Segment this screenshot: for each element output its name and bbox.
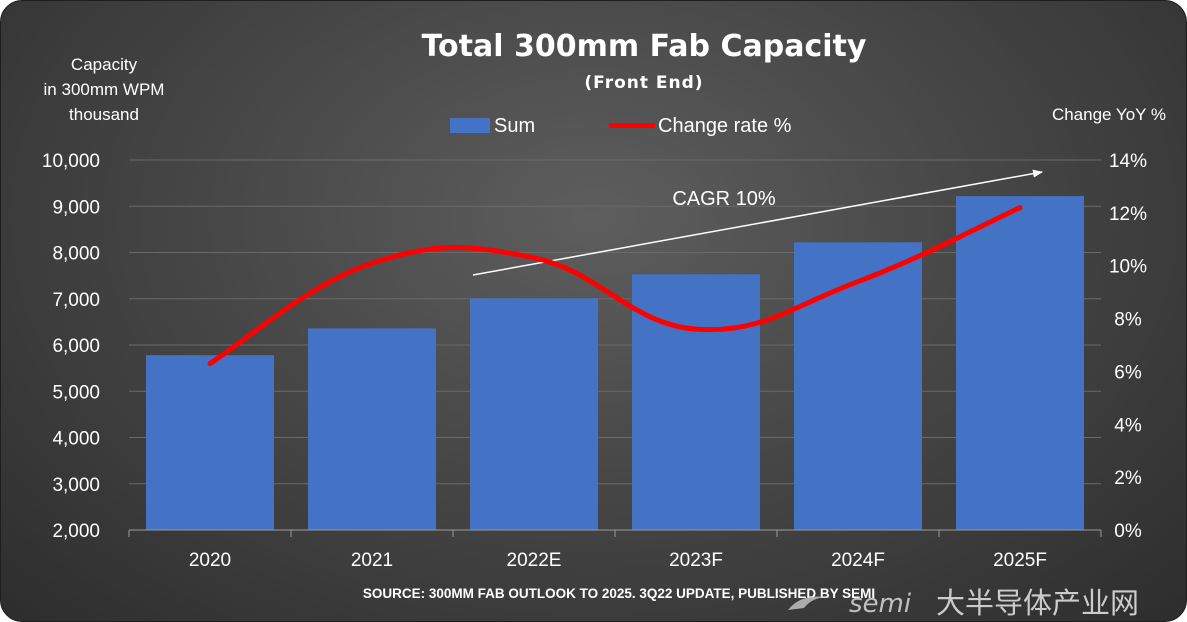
- bar: [632, 274, 760, 530]
- bar: [146, 355, 274, 530]
- bars: [146, 196, 1084, 530]
- y-axis-right-label: Change YoY %: [1052, 105, 1166, 124]
- y-tick-right-label: 8%: [1114, 310, 1142, 331]
- source-note: SOURCE: 300MM FAB OUTLOOK TO 2025. 3Q22 …: [363, 586, 875, 601]
- axes: 2,000 3,000 4,000 5,000 6,000 7,000 8,000 9,000…: [42, 151, 1147, 571]
- y-tick-left-label: 4,000: [52, 429, 100, 450]
- cagr-annotation: CAGR 10%: [672, 188, 776, 210]
- x-tick-label: 2025F: [993, 550, 1047, 571]
- y-tick-left-label: 5,000: [52, 382, 100, 403]
- y-axis-left-label-line1: Capacity: [71, 55, 138, 74]
- y-tick-right-label: 4%: [1114, 415, 1142, 436]
- legend-swatch-sum: [450, 118, 490, 133]
- y-axis-left-label-line3: thousand: [69, 105, 139, 124]
- y-tick-left-label: 8,000: [52, 244, 100, 265]
- chart-title: Total 300mm Fab Capacity: [422, 29, 867, 64]
- bar: [794, 242, 922, 530]
- y-tick-right-label: 2%: [1114, 468, 1142, 489]
- x-tick-label: 2020: [189, 550, 231, 571]
- bar: [470, 298, 598, 530]
- y-tick-right-label: 6%: [1114, 362, 1142, 383]
- x-tick-label: 2023F: [669, 550, 723, 571]
- y-tick-left-label: 7,000: [52, 290, 100, 311]
- y-axis-left-label-line2: in 300mm WPM: [44, 80, 165, 99]
- change-rate-line: [207, 205, 1023, 366]
- y-tick-left-label: 6,000: [52, 336, 100, 357]
- chart-subtitle: (Front End): [584, 73, 703, 93]
- bar: [956, 196, 1084, 530]
- watermark-site: 大半导体产业网: [936, 586, 1139, 620]
- x-tick-label: 2024F: [831, 550, 885, 571]
- legend-label-change-rate: Change rate %: [658, 115, 792, 137]
- cagr-arrow: [472, 169, 1043, 276]
- y-tick-right-label: 14%: [1109, 151, 1147, 172]
- y-tick-right-label: 0%: [1114, 521, 1142, 542]
- x-tick-label: 2022E: [507, 550, 562, 571]
- change-rate-line-path: [207, 205, 1023, 366]
- y-tick-right-label: 12%: [1109, 204, 1147, 225]
- y-tick-right-label: 10%: [1109, 257, 1147, 278]
- y-tick-left-label: 2,000: [52, 521, 100, 542]
- watermark-logo-icon: [788, 596, 832, 610]
- y-tick-left-label: 9,000: [52, 197, 100, 218]
- bar: [308, 328, 436, 530]
- gridlines: [129, 159, 1101, 485]
- watermark-brand: semi: [849, 589, 912, 619]
- watermark: semi 大半导体产业网: [788, 586, 1139, 620]
- y-tick-left-label: 3,000: [52, 475, 100, 496]
- y-tick-left-label: 10,000: [42, 151, 100, 172]
- legend-label-sum: Sum: [494, 115, 535, 137]
- x-tick-label: 2021: [351, 550, 393, 571]
